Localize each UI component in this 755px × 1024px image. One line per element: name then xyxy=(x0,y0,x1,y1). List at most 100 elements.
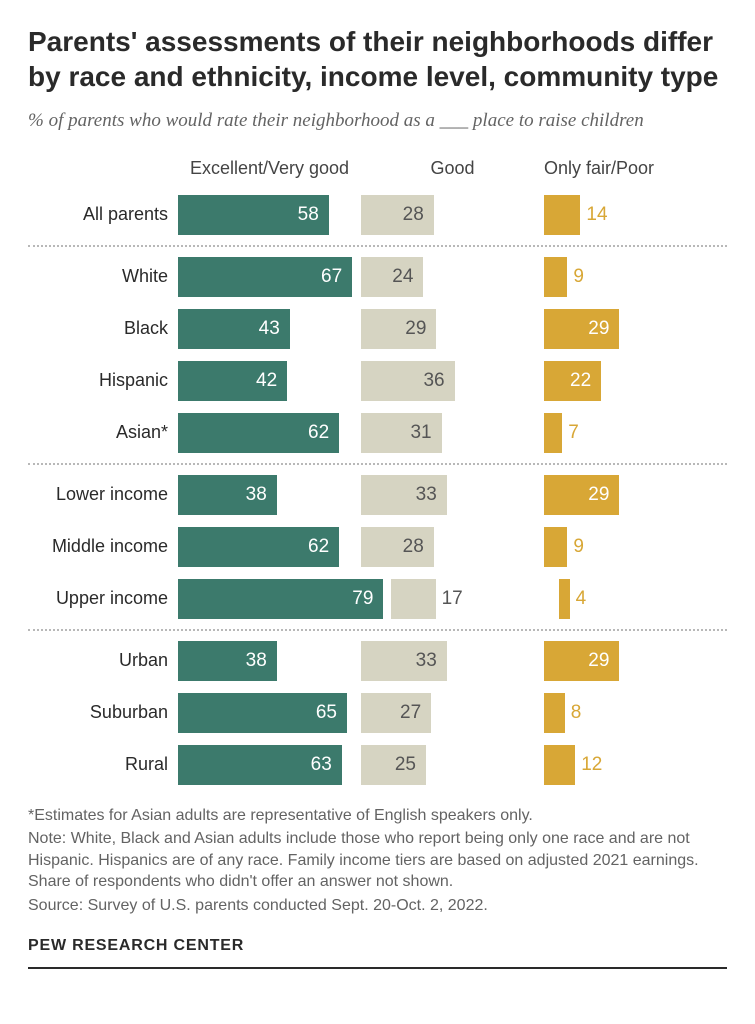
bar-cell: 8 xyxy=(544,693,727,733)
bar-value: 12 xyxy=(581,754,602,776)
bar: 28 xyxy=(361,195,434,235)
bar-value: 33 xyxy=(416,650,437,672)
row-label: Suburban xyxy=(28,702,178,723)
bar-value: 25 xyxy=(395,754,416,776)
bar: 22 xyxy=(544,361,601,401)
chart-title: Parents' assessments of their neighborho… xyxy=(28,24,727,94)
bar-cell: 62 xyxy=(178,413,361,453)
table-row: Middle income62289 xyxy=(28,521,727,573)
bar-cell: 27 xyxy=(361,693,544,733)
bar-cell: 79 xyxy=(178,579,391,619)
bar-value: 36 xyxy=(423,370,444,392)
bar-cell: 43 xyxy=(178,309,361,349)
bar-cell: 28 xyxy=(361,527,544,567)
group-divider xyxy=(28,463,727,465)
table-row: Urban383329 xyxy=(28,635,727,687)
bar: 9 xyxy=(544,527,567,567)
bar-value: 22 xyxy=(570,370,591,392)
bar: 42 xyxy=(178,361,287,401)
row-label: All parents xyxy=(28,204,178,225)
bar: 65 xyxy=(178,693,347,733)
row-label: Hispanic xyxy=(28,370,178,391)
bar-cell: 29 xyxy=(544,475,727,515)
bar: 43 xyxy=(178,309,290,349)
bar-value: 9 xyxy=(573,266,584,288)
bar-value: 24 xyxy=(392,266,413,288)
bar-cell: 24 xyxy=(361,257,544,297)
bar: 29 xyxy=(361,309,436,349)
bar-cell: 9 xyxy=(544,527,727,567)
bar-value: 62 xyxy=(308,422,329,444)
bar: 9 xyxy=(544,257,567,297)
group-divider xyxy=(28,629,727,631)
bar-value: 42 xyxy=(256,370,277,392)
bar-cell: 38 xyxy=(178,641,361,681)
bar: 8 xyxy=(544,693,565,733)
col-header-fair-poor: Only fair/Poor xyxy=(544,158,727,179)
chart-subtitle: % of parents who would rate their neighb… xyxy=(28,108,727,134)
table-row: Hispanic 42 36 22 xyxy=(28,355,727,407)
bar-value: 38 xyxy=(246,650,267,672)
bar-cell: 62 xyxy=(178,527,361,567)
bar: 25 xyxy=(361,745,426,785)
bar-cell: 36 xyxy=(361,361,544,401)
bar-value: 29 xyxy=(588,650,609,672)
bar: 7 xyxy=(544,413,562,453)
table-row: All parents 58 28 14 xyxy=(28,189,727,241)
bar-cell: 25 xyxy=(361,745,544,785)
bar-value: 43 xyxy=(259,318,280,340)
bar-cell: 9 xyxy=(544,257,727,297)
bar-cell: 58 xyxy=(178,195,361,235)
bar-value: 9 xyxy=(573,536,584,558)
row-label: Rural xyxy=(28,754,178,775)
bar-cell: 29 xyxy=(361,309,544,349)
bar-cell: 67 xyxy=(178,257,361,297)
bar: 24 xyxy=(361,257,423,297)
bar-value: 28 xyxy=(403,536,424,558)
bar: 63 xyxy=(178,745,342,785)
bar-value: 17 xyxy=(442,588,463,610)
bar-chart: Excellent/Very good Good Only fair/Poor … xyxy=(28,158,727,791)
col-header-excellent: Excellent/Very good xyxy=(178,158,361,179)
bar-value: 33 xyxy=(416,484,437,506)
row-label: Lower income xyxy=(28,484,178,505)
bottom-rule xyxy=(28,967,727,969)
bar-cell: 65 xyxy=(178,693,361,733)
bar-value: 65 xyxy=(316,702,337,724)
row-label: White xyxy=(28,266,178,287)
footnote-source: Source: Survey of U.S. parents conducted… xyxy=(28,895,727,917)
bar: 36 xyxy=(361,361,455,401)
bar: 4 xyxy=(559,579,569,619)
bar-value: 27 xyxy=(400,702,421,724)
bar: 33 xyxy=(361,475,447,515)
bar: 67 xyxy=(178,257,352,297)
bar: 38 xyxy=(178,475,277,515)
chart-body: All parents582814White67249Black432929Hi… xyxy=(28,189,727,791)
bar: 31 xyxy=(361,413,442,453)
bar-value: 29 xyxy=(405,318,426,340)
attribution: PEW RESEARCH CENTER xyxy=(28,937,727,955)
col-header-good: Good xyxy=(361,158,544,179)
bar-cell: 4 xyxy=(559,579,727,619)
bar-value: 58 xyxy=(298,204,319,226)
group-divider xyxy=(28,245,727,247)
footnote-note: Note: White, Black and Asian adults incl… xyxy=(28,828,727,893)
bar-cell: 12 xyxy=(544,745,727,785)
row-label: Asian* xyxy=(28,422,178,443)
footnote-asterisk: *Estimates for Asian adults are represen… xyxy=(28,805,727,827)
table-row: Upper income79 17 4 xyxy=(28,573,727,625)
bar-cell: 38 xyxy=(178,475,361,515)
column-headers: Excellent/Very good Good Only fair/Poor xyxy=(28,158,727,179)
bar: 12 xyxy=(544,745,575,785)
bar-value: 31 xyxy=(410,422,431,444)
bar: 29 xyxy=(544,475,619,515)
table-row: Asian* 62 31 7 xyxy=(28,407,727,459)
bar: 29 xyxy=(544,641,619,681)
bar: 62 xyxy=(178,527,339,567)
bar-value: 14 xyxy=(586,204,607,226)
row-label: Upper income xyxy=(28,588,178,609)
table-row: Rural63 25 12 xyxy=(28,739,727,791)
bar: 38 xyxy=(178,641,277,681)
bar: 28 xyxy=(361,527,434,567)
table-row: Black432929 xyxy=(28,303,727,355)
